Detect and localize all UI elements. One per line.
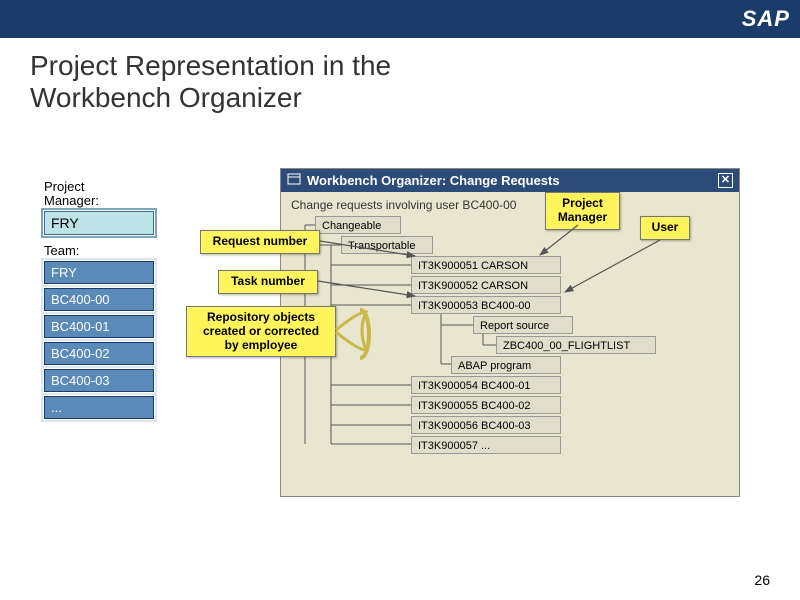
tree-cell-changeable[interactable]: Changeable bbox=[315, 216, 401, 234]
tree-cell-request[interactable]: IT3K900051 CARSON bbox=[411, 256, 561, 274]
callout-project-manager: ProjectManager bbox=[545, 192, 620, 230]
tree-cell-object[interactable]: ABAP program bbox=[451, 356, 561, 374]
tree-cell-task[interactable]: IT3K900056 BC400-03 bbox=[411, 416, 561, 434]
tree-cell-task[interactable]: IT3K900057 ... bbox=[411, 436, 561, 454]
callout-user: User bbox=[640, 216, 690, 240]
top-bar: SAP bbox=[0, 0, 800, 38]
team-member: BC400-01 bbox=[44, 315, 154, 338]
tree-cell-transportable[interactable]: Transportable bbox=[341, 236, 433, 254]
team-member: BC400-03 bbox=[44, 369, 154, 392]
page-title: Project Representation in the Workbench … bbox=[30, 50, 391, 114]
project-manager-box: FRY bbox=[44, 211, 154, 235]
tree-cell-task[interactable]: IT3K900055 BC400-02 bbox=[411, 396, 561, 414]
page-number: 26 bbox=[754, 572, 770, 588]
callout-task-number: Task number bbox=[218, 270, 318, 294]
close-icon[interactable]: ✕ bbox=[718, 173, 733, 188]
project-manager-label: Project Manager: bbox=[44, 180, 154, 209]
tree-cell-object[interactable]: ZBC400_00_FLIGHTLIST bbox=[496, 336, 656, 354]
window-subheader: Change requests involving user BC400-00 bbox=[281, 192, 739, 216]
tree-cell-object[interactable]: Report source bbox=[473, 316, 573, 334]
team-label: Team: bbox=[44, 243, 154, 258]
title-line-2: Workbench Organizer bbox=[30, 82, 302, 113]
window-icon bbox=[287, 173, 301, 188]
team-member: BC400-02 bbox=[44, 342, 154, 365]
sap-logo: SAP bbox=[742, 6, 790, 32]
team-member: BC400-00 bbox=[44, 288, 154, 311]
callout-repository-objects: Repository objectscreated or correctedby… bbox=[186, 306, 336, 357]
team-member: FRY bbox=[44, 261, 154, 284]
tree-cell-task[interactable]: IT3K900054 BC400-01 bbox=[411, 376, 561, 394]
window-title-text: Workbench Organizer: Change Requests bbox=[307, 173, 560, 188]
tree-cell-task[interactable]: IT3K900053 BC400-00 bbox=[411, 296, 561, 314]
callout-request-number: Request number bbox=[200, 230, 320, 254]
title-line-1: Project Representation in the bbox=[30, 50, 391, 81]
team-member: ... bbox=[44, 396, 154, 419]
left-panel: Project Manager: FRY Team: FRY BC400-00 … bbox=[44, 180, 154, 423]
tree-area: Changeable Transportable IT3K900051 CARS… bbox=[281, 216, 739, 496]
tree-cell-request[interactable]: IT3K900052 CARSON bbox=[411, 276, 561, 294]
window-title-bar: Workbench Organizer: Change Requests ✕ bbox=[281, 169, 739, 192]
